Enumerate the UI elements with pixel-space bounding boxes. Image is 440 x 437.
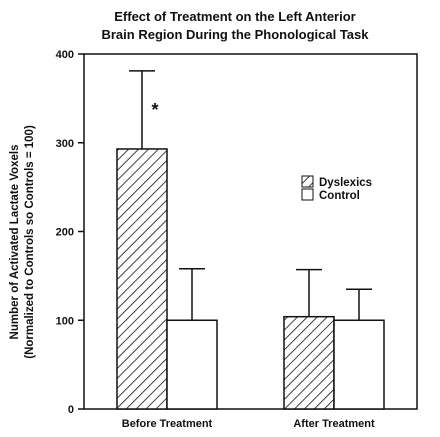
significance-asterisk: *	[151, 100, 158, 120]
legend-swatch-dyslexics	[301, 175, 314, 188]
bars-group	[116, 70, 385, 410]
y-tick-label: 400	[56, 49, 74, 61]
y-axis-label-line-1: Number of Activated Lactate Voxels	[9, 145, 21, 340]
chart-title-line-2: Brain Region During the Phonological Tas…	[101, 27, 369, 42]
legend: Dyslexics Control	[301, 175, 372, 202]
y-axis-label-line-2: (Normalized to Controls so Controls = 10…	[24, 125, 36, 359]
x-axis: Before Treatment After Treatment	[122, 418, 375, 430]
y-tick-label: 100	[56, 315, 74, 327]
x-category-label: Before Treatment	[122, 418, 213, 430]
chart-title-line-1: Effect of Treatment on the Left Anterior	[114, 9, 355, 24]
bar-dyslexics-before	[116, 148, 168, 410]
y-axis: 0 100 200 300 400	[56, 49, 84, 416]
bar-control-after	[333, 319, 385, 410]
y-tick-label: 200	[56, 227, 74, 239]
y-tick-label: 0	[68, 404, 74, 416]
bar-dyslexics-after	[283, 315, 335, 410]
y-tick-label: 300	[56, 138, 74, 150]
bar-control-before	[166, 319, 218, 410]
legend-label-dyslexics: Dyslexics	[319, 177, 372, 189]
x-category-label: After Treatment	[293, 418, 375, 430]
legend-label-control: Control	[319, 190, 360, 202]
legend-swatch-control	[301, 188, 314, 201]
